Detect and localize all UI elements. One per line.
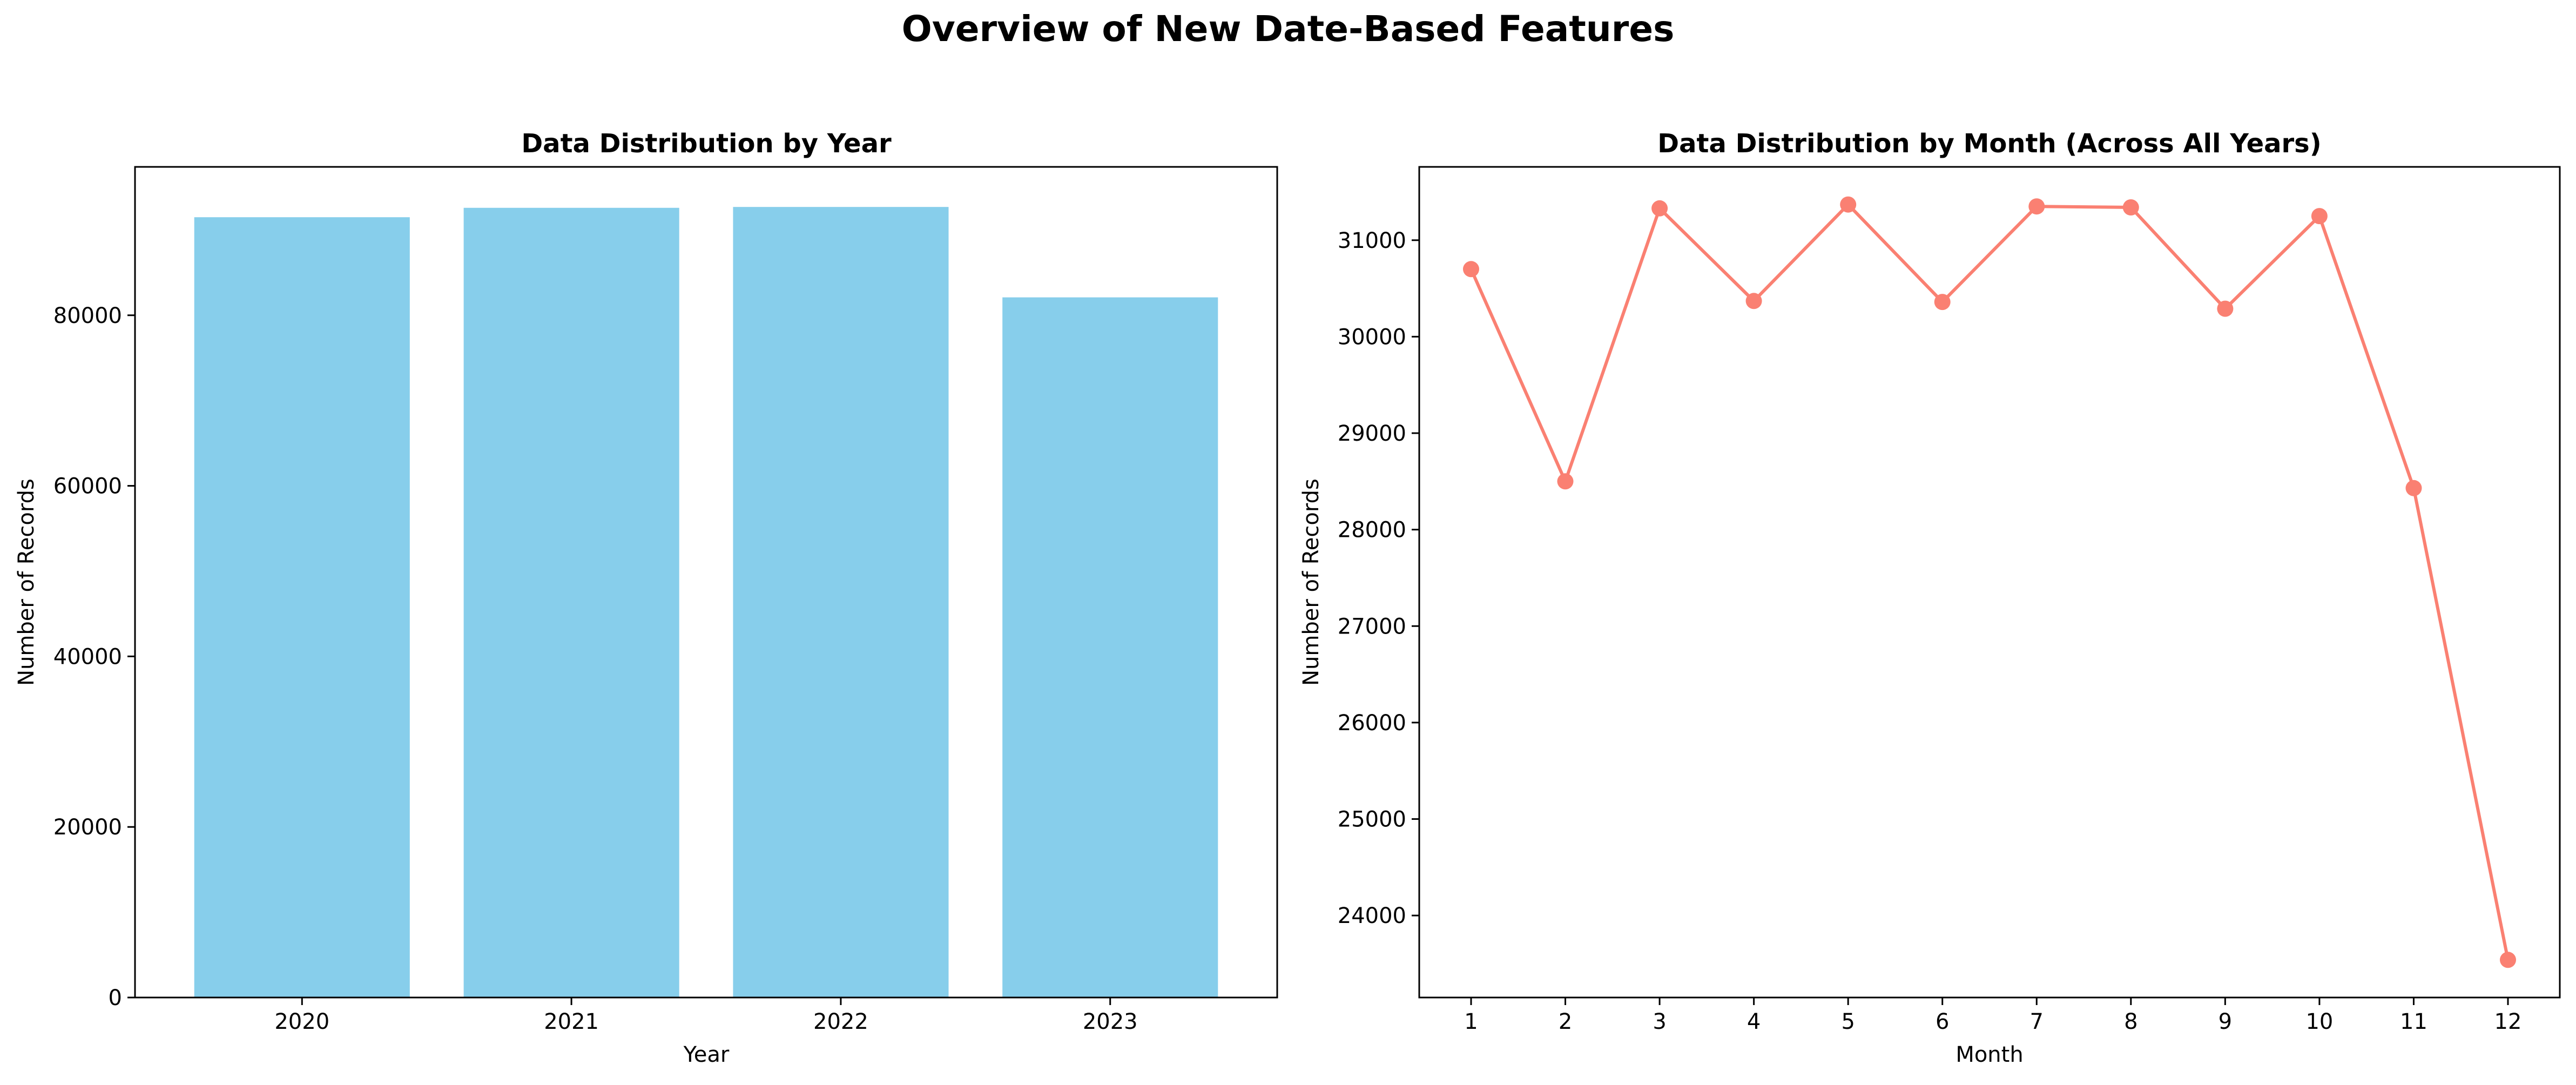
figure-title: Overview of New Date-Based Features [902, 8, 1675, 50]
year-chart-frame [134, 166, 1278, 999]
x-tick-label-10: 10 [2305, 1009, 2333, 1034]
x-tick-label-2023: 2023 [1083, 1009, 1138, 1034]
x-tick-label-5: 5 [1841, 1009, 1855, 1034]
x-tick-label-11: 11 [2400, 1009, 2427, 1034]
point-month-7 [2028, 198, 2045, 215]
year-chart-y-label: Number of Records [14, 479, 39, 686]
point-month-8 [2122, 199, 2139, 215]
point-month-11 [2405, 480, 2422, 496]
month-chart-y-axis: 24000 25000 26000 27000 28000 29000 30000 31000 [1338, 228, 1419, 928]
bar-2021 [463, 207, 679, 998]
y-tick-label-60000: 60000 [53, 474, 122, 499]
year-chart-x-label: Year [683, 1042, 730, 1067]
point-month-10 [2311, 208, 2328, 225]
y-tick-label-26000: 26000 [1338, 711, 1406, 736]
month-series-line [1469, 203, 2510, 960]
y-tick-label-29000: 29000 [1338, 421, 1406, 446]
y-tick-label-20000: 20000 [53, 815, 122, 840]
x-tick-label-3: 3 [1653, 1009, 1666, 1034]
x-tick-label-9: 9 [2218, 1009, 2232, 1034]
x-tick-label-2021: 2021 [544, 1009, 599, 1034]
bar-2023 [1002, 297, 1218, 998]
point-month-2 [1557, 473, 1574, 490]
month-chart-series [1463, 196, 2516, 968]
month-chart-y-label: Number of Records [1299, 479, 1324, 686]
x-tick-label-12: 12 [2494, 1009, 2522, 1034]
y-tick-label-30000: 30000 [1338, 325, 1406, 349]
x-tick-label-6: 6 [1936, 1009, 1949, 1034]
point-month-9 [2217, 300, 2234, 317]
y-tick-label-31000: 31000 [1338, 228, 1406, 253]
point-month-5 [1840, 196, 1857, 213]
y-tick-label-25000: 25000 [1338, 807, 1406, 832]
x-tick-label-8: 8 [2124, 1009, 2137, 1034]
y-tick-label-40000: 40000 [53, 644, 122, 669]
x-tick-label-1: 1 [1464, 1009, 1478, 1034]
bar-2020 [194, 217, 410, 998]
point-month-6 [1934, 294, 1951, 311]
y-tick-label-24000: 24000 [1338, 904, 1406, 928]
bar-2022 [733, 207, 949, 998]
y-tick-label-28000: 28000 [1338, 518, 1406, 543]
month-chart-x-label: Month [1955, 1042, 2023, 1067]
point-month-1 [1463, 261, 1479, 278]
y-tick-label-80000: 80000 [53, 304, 122, 328]
year-chart-bars [194, 207, 1218, 998]
x-tick-label-4: 4 [1747, 1009, 1761, 1034]
month-line-chart: Data Distribution by Month (Across All Y… [1299, 129, 2561, 1067]
x-tick-label-2020: 2020 [274, 1009, 329, 1034]
x-tick-label-7: 7 [2030, 1009, 2044, 1034]
y-tick-label-27000: 27000 [1338, 614, 1406, 639]
year-chart-x-axis: 2020 2021 2022 2023 [274, 998, 1138, 1034]
x-tick-label-2: 2 [1559, 1009, 1572, 1034]
month-chart-frame [1418, 166, 2561, 999]
year-bar-chart: Data Distribution by Year 0 20000 40000 600… [14, 129, 1278, 1067]
year-chart-y-axis: 0 20000 40000 60000 80000 [53, 304, 135, 1010]
x-tick-label-2022: 2022 [813, 1009, 868, 1034]
month-chart-title: Data Distribution by Month (Across All Y… [1657, 129, 2321, 159]
year-chart-title: Data Distribution by Year [521, 129, 892, 159]
point-month-12 [2500, 952, 2516, 968]
y-tick-label-0: 0 [109, 986, 122, 1010]
month-chart-x-axis: 1 2 3 4 5 6 7 8 9 10 11 12 [1464, 998, 2521, 1034]
point-month-4 [1745, 293, 1762, 309]
point-month-3 [1651, 200, 1668, 217]
